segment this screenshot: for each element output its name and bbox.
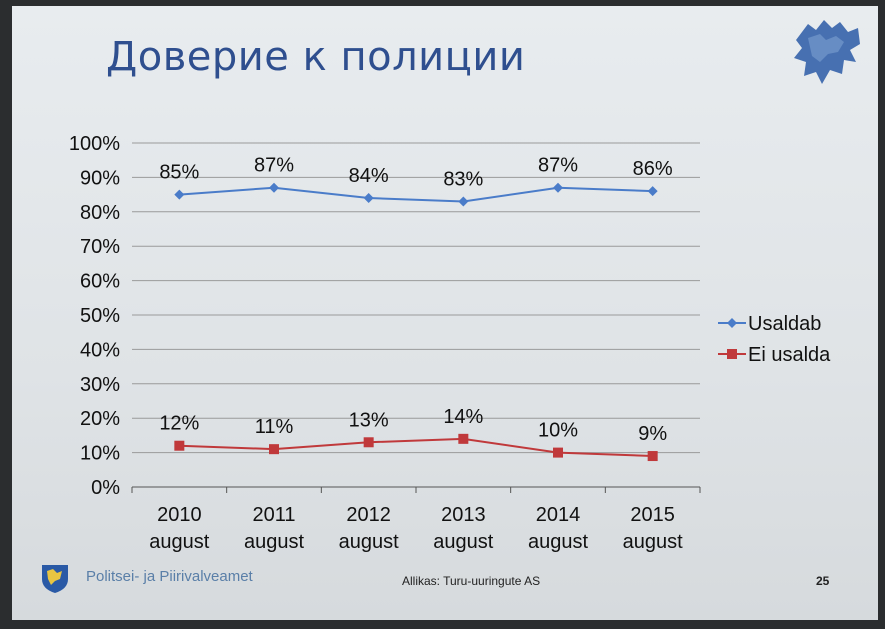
x-tick-label: august xyxy=(528,531,588,553)
y-tick-label: 80% xyxy=(80,202,120,224)
data-label: 86% xyxy=(633,158,673,180)
x-tick-label: 2015 xyxy=(630,504,675,526)
data-label: 12% xyxy=(159,413,199,435)
x-tick-label: 2014 xyxy=(536,504,581,526)
x-tick-label: august xyxy=(433,531,493,553)
data-label: 85% xyxy=(159,162,199,184)
y-tick-label: 60% xyxy=(80,271,120,293)
legend-label: Usaldab xyxy=(748,313,821,335)
x-tick-label: 2012 xyxy=(346,504,391,526)
data-point xyxy=(647,451,658,462)
data-point xyxy=(363,193,374,204)
x-tick-label: august xyxy=(339,531,399,553)
legend-label: Ei usalda xyxy=(748,344,831,366)
data-point xyxy=(269,444,279,455)
data-point xyxy=(458,433,469,444)
data-point xyxy=(553,447,563,458)
data-point xyxy=(269,182,279,193)
y-tick-label: 100% xyxy=(69,133,120,155)
y-tick-label: 40% xyxy=(80,339,120,361)
x-tick-label: 2010 xyxy=(157,504,202,526)
x-tick-label: august xyxy=(244,531,304,553)
slide: Доверие к полиции Politsei- ja Piirivalv… xyxy=(12,6,878,620)
x-tick-label: august xyxy=(149,531,209,553)
data-label: 87% xyxy=(254,155,294,177)
legend-marker xyxy=(727,349,737,359)
data-label: 13% xyxy=(349,409,389,431)
data-point xyxy=(647,186,658,197)
data-point xyxy=(553,182,563,193)
data-point xyxy=(174,189,185,200)
x-tick-label: 2011 xyxy=(252,504,295,526)
legend-marker xyxy=(727,318,737,328)
page-number: 25 xyxy=(816,574,830,588)
data-label: 9% xyxy=(638,423,667,445)
data-label: 14% xyxy=(443,406,483,428)
data-label: 11% xyxy=(255,416,294,438)
organization-name: Politsei- ja Piirivalveamet xyxy=(86,568,253,585)
y-tick-label: 90% xyxy=(80,167,120,189)
series-line-2 xyxy=(179,437,653,458)
police-emblem-icon xyxy=(42,565,68,593)
data-label: 84% xyxy=(349,165,389,187)
y-tick-label: 50% xyxy=(80,305,120,327)
y-tick-label: 0% xyxy=(91,477,120,499)
y-tick-label: 10% xyxy=(80,443,120,465)
police-lion-logo-icon xyxy=(794,20,860,84)
data-label: 83% xyxy=(443,168,483,190)
y-tick-label: 70% xyxy=(80,236,120,258)
slide-title: Доверие к полиции xyxy=(106,34,526,80)
x-tick-label: august xyxy=(623,531,683,553)
data-point xyxy=(363,437,374,448)
data-point xyxy=(174,440,185,451)
data-point xyxy=(458,196,469,207)
source-note: Allikas: Turu-uuringute AS xyxy=(402,574,541,588)
y-tick-label: 30% xyxy=(80,374,120,396)
data-label: 10% xyxy=(538,420,578,442)
series-line-1 xyxy=(179,186,653,203)
data-label: 87% xyxy=(538,155,578,177)
y-tick-label: 20% xyxy=(80,408,120,430)
x-tick-label: 2013 xyxy=(441,504,486,526)
